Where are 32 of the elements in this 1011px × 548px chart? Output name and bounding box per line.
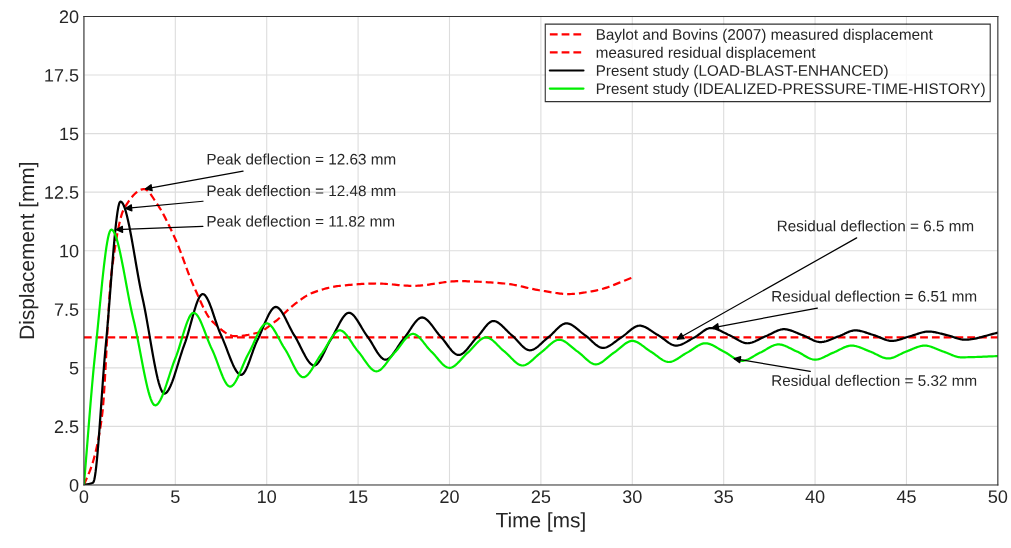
y-tick-label: 10 bbox=[60, 244, 79, 258]
x-tick-label: 40 bbox=[805, 490, 825, 504]
annotation: Residual deflection = 5.32 mm bbox=[772, 374, 977, 386]
x-tick-label: 35 bbox=[714, 490, 733, 504]
x-tick-label: 5 bbox=[171, 490, 180, 504]
y-tick-label: 2.5 bbox=[54, 420, 79, 434]
annotation: Peak deflection = 12.63 mm bbox=[207, 153, 396, 165]
y-tick-label: 20 bbox=[59, 10, 79, 24]
legend-label: measured residual displacement bbox=[596, 46, 816, 61]
y-tick-label: 7.5 bbox=[54, 303, 79, 316]
x-tick-label: 15 bbox=[349, 490, 368, 504]
y-tick-label: 5 bbox=[69, 361, 79, 375]
legend-label: Present study (IDEALIZED-PRESSURE-TIME-HISTORY) bbox=[596, 82, 985, 98]
y-axis-title: Displacement [mm] bbox=[18, 163, 39, 339]
x-tick-label: 45 bbox=[896, 490, 916, 504]
annotation: Residual deflection = 6.5 mm bbox=[777, 220, 974, 232]
y-tick-label: 15 bbox=[60, 127, 79, 141]
y-tick-label: 17.5 bbox=[45, 69, 79, 82]
y-tick-label: 0 bbox=[69, 478, 79, 492]
x-tick-label: 30 bbox=[622, 490, 642, 504]
annotation: Residual deflection = 6.51 mm bbox=[772, 290, 977, 302]
x-tick-label: 0 bbox=[79, 490, 89, 504]
x-tick-label: 50 bbox=[988, 490, 1008, 504]
x-axis-title: Time [ms] bbox=[496, 512, 585, 532]
x-tick-label: 20 bbox=[440, 490, 459, 504]
x-tick-label: 10 bbox=[258, 490, 277, 504]
annotation: Peak deflection = 11.82 mm bbox=[207, 215, 395, 227]
annotation: Peak deflection = 12.48 mm bbox=[207, 185, 396, 197]
y-tick-label: 12.5 bbox=[45, 186, 79, 199]
legend-label: Baylot and Bovins (2007) measured displacement bbox=[596, 28, 933, 43]
x-tick-label: 25 bbox=[531, 490, 551, 504]
legend-label: Present study (LOAD-BLAST-ENHANCED) bbox=[596, 64, 888, 80]
